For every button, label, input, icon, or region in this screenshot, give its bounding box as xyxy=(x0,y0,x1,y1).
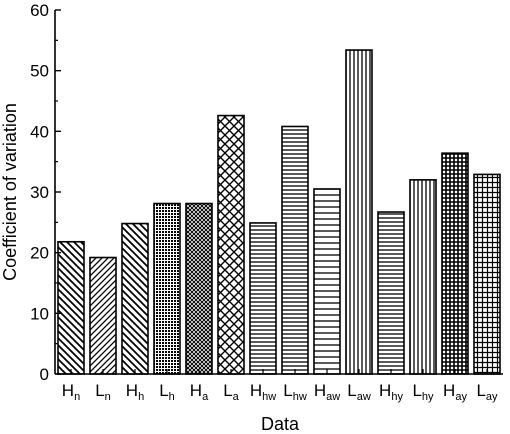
bar-Hhw xyxy=(249,222,277,375)
x-tick-label: Hh xyxy=(126,381,144,403)
x-tick-label: Haw xyxy=(314,381,340,403)
x-tick-label: Lhw xyxy=(283,381,307,403)
x-tick-label: Lay xyxy=(476,381,498,403)
y-tick-label: 60 xyxy=(30,1,49,20)
x-tick-label: Lh xyxy=(159,381,175,403)
y-tick-label: 10 xyxy=(30,304,49,323)
bar-Hhy xyxy=(377,211,405,375)
y-ticks: 0 10 20 30 40 50 60 xyxy=(30,1,61,384)
x-axis-title: Data xyxy=(261,414,300,434)
bar-Ln xyxy=(89,256,117,375)
bar-Lhw xyxy=(281,125,309,375)
y-tick-label: 0 xyxy=(40,365,49,384)
x-tick-labels: Hn Ln Hh Lh Ha La Hhw Lhw Haw Law Hhy Lhy Hay Lay xyxy=(62,369,498,403)
x-tick-label: Lhy xyxy=(412,381,434,403)
bar-Lhy xyxy=(409,179,437,375)
y-axis-title: Coefficient of variation xyxy=(0,103,20,281)
bar-Hay xyxy=(441,152,469,375)
x-tick-label: La xyxy=(223,381,239,403)
y-tick-label: 50 xyxy=(30,62,49,81)
bar-La xyxy=(217,114,245,375)
bar-Haw xyxy=(313,188,341,375)
x-tick-label: Hhy xyxy=(379,381,403,403)
bar-Ha xyxy=(185,202,213,375)
x-tick-label: Hn xyxy=(62,381,80,403)
x-tick-label: Law xyxy=(347,381,371,403)
bar-Law xyxy=(345,49,373,375)
bar-Lh xyxy=(153,202,181,375)
x-tick-label: Hay xyxy=(443,381,467,403)
x-tick-label: Ha xyxy=(190,381,209,403)
y-tick-label: 40 xyxy=(30,122,49,141)
bars-group xyxy=(57,49,501,375)
y-tick-label: 20 xyxy=(30,244,49,263)
y-tick-label: 30 xyxy=(30,183,49,202)
x-tick-label: Ln xyxy=(95,381,111,403)
x-tick-label: Hhw xyxy=(250,381,276,403)
bar-Hn xyxy=(57,240,85,375)
bar-Hh xyxy=(121,222,149,375)
bar-Lay xyxy=(473,173,501,375)
